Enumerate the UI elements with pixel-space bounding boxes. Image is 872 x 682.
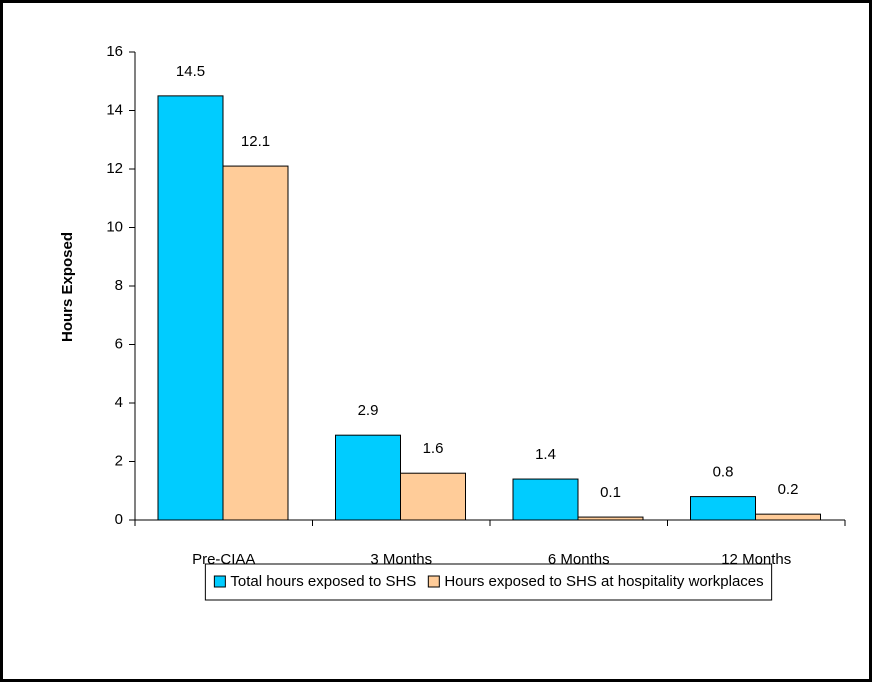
- data-label: 2.9: [358, 402, 379, 419]
- legend-label: Hours exposed to SHS at hospitality work…: [444, 573, 763, 590]
- bar: [690, 496, 756, 521]
- legend-swatch: [213, 575, 226, 588]
- legend-box: [204, 563, 773, 601]
- y-tick-label: 2: [115, 452, 123, 469]
- bar: [755, 513, 821, 521]
- legend-label: Total hours exposed to SHS: [230, 573, 416, 590]
- data-label: 0.8: [713, 464, 734, 481]
- y-tick-label: 6: [115, 335, 123, 352]
- bar: [157, 95, 224, 521]
- bar: [335, 434, 401, 521]
- data-label: 1.6: [423, 440, 444, 457]
- data-label: 0.1: [600, 484, 621, 501]
- legend-swatch: [427, 575, 440, 588]
- y-tick-label: 10: [106, 218, 123, 235]
- bar: [400, 472, 466, 521]
- data-label: 12.1: [241, 133, 270, 150]
- bar: [512, 478, 579, 521]
- y-tick-label: 12: [106, 160, 123, 177]
- y-axis-label: Hours Exposed: [59, 232, 76, 342]
- y-tick-label: 0: [115, 511, 123, 528]
- y-tick-label: 4: [115, 394, 123, 411]
- data-label: 0.2: [778, 481, 799, 498]
- data-label: 1.4: [535, 446, 556, 463]
- y-tick-label: 14: [106, 101, 123, 118]
- data-label: 14.5: [176, 63, 205, 80]
- y-tick-label: 16: [106, 43, 123, 60]
- bar: [222, 165, 289, 521]
- bar: [577, 516, 644, 521]
- y-tick-label: 8: [115, 277, 123, 294]
